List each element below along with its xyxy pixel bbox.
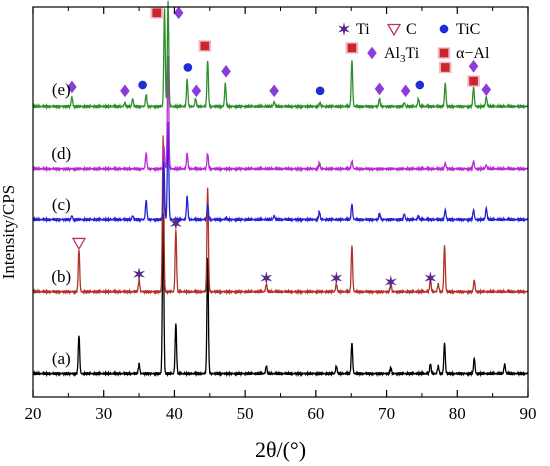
- legend-entry: Ti: [338, 21, 370, 38]
- curve-labels: (a) (b) (c) (d) (e): [51, 80, 71, 368]
- alpha-al-peak-marker: [150, 7, 164, 19]
- alpha-al-peak-marker: [345, 42, 359, 54]
- x-tick-label: 60: [307, 404, 324, 423]
- al3ti-peak-marker: [67, 80, 77, 94]
- al3ti-peak-marker: [221, 65, 231, 78]
- al3ti-peak-marker: [481, 83, 492, 96]
- alpha-al-peak-marker: [438, 61, 452, 74]
- legend-label: α−Al: [456, 45, 490, 62]
- x-tick-label: 90: [520, 404, 537, 423]
- ti-peak-marker: [330, 271, 343, 285]
- xrd-curve: [32, 0, 529, 111]
- xrd-curve: [32, 135, 529, 296]
- curve-label: (a): [52, 349, 71, 368]
- alpha-al-peak-marker: [437, 47, 451, 59]
- tic-peak-marker: [315, 86, 325, 96]
- alpha-al-marker-core: [440, 63, 450, 72]
- curve-label: (e): [52, 80, 71, 99]
- ti-peak-marker: [260, 271, 273, 285]
- ti-peak-marker: [384, 275, 397, 289]
- x-tick-label: 40: [166, 404, 183, 423]
- ti-peak-marker: [424, 271, 437, 285]
- x-tick-label: 80: [449, 404, 466, 423]
- ti-peak-marker: [338, 22, 350, 36]
- al3ti-peak-marker: [191, 84, 202, 98]
- xrd-curves: [32, 0, 529, 378]
- tic-peak-marker: [439, 24, 449, 34]
- c-peak-marker: [71, 237, 87, 251]
- al3ti-peak-marker: [374, 82, 385, 96]
- legend-label: TiC: [456, 21, 480, 38]
- ti-peak-marker: [169, 216, 182, 231]
- ti-peak-marker: [133, 267, 146, 282]
- x-tick-label: 30: [95, 404, 112, 423]
- tic-peak-marker: [183, 63, 193, 72]
- peak-markers: [67, 6, 492, 289]
- al3ti-peak-marker: [367, 46, 377, 60]
- xrd-curve: [32, 55, 529, 173]
- legend-label: Ti: [356, 21, 370, 38]
- al3ti-peak-marker: [468, 59, 479, 73]
- al3ti-peak-marker: [400, 84, 411, 98]
- alpha-al-marker-core: [469, 76, 478, 86]
- alpha-al-marker-core: [439, 48, 449, 58]
- xrd-curve: [32, 213, 529, 378]
- x-axis-title: 2θ/(°): [255, 437, 306, 462]
- c-peak-marker: [386, 23, 402, 37]
- legend-label: C: [406, 21, 417, 38]
- alpha-al-marker-core: [200, 41, 210, 51]
- alpha-al-peak-marker: [467, 75, 480, 87]
- curve-label: (c): [52, 195, 71, 214]
- al3ti-peak-marker: [173, 6, 184, 20]
- legend-label: Al3Ti: [384, 45, 420, 65]
- tic-peak-marker: [415, 80, 425, 90]
- legend-entry: α−Al: [437, 45, 490, 62]
- al3ti-peak-marker: [269, 84, 279, 98]
- al3ti-peak-marker: [120, 84, 130, 98]
- xrd-curve: [32, 121, 529, 224]
- alpha-al-peak-marker: [198, 40, 212, 52]
- x-tick-label: 70: [378, 404, 395, 423]
- legend-entry: TiC: [439, 21, 480, 38]
- x-tick-label: 20: [25, 404, 42, 423]
- legend-entry: Al3Ti: [367, 45, 420, 65]
- alpha-al-marker-core: [152, 8, 162, 18]
- x-axis: 20 30 40 50 60 70 80 90: [25, 7, 537, 423]
- tic-peak-marker: [138, 80, 147, 90]
- y-axis-title: Intensity/CPS: [0, 185, 18, 279]
- alpha-al-marker-core: [347, 43, 357, 53]
- curve-label: (d): [51, 144, 71, 163]
- x-tick-label: 50: [237, 404, 254, 423]
- legend-entry: C: [386, 21, 417, 38]
- curve-label: (b): [51, 267, 71, 286]
